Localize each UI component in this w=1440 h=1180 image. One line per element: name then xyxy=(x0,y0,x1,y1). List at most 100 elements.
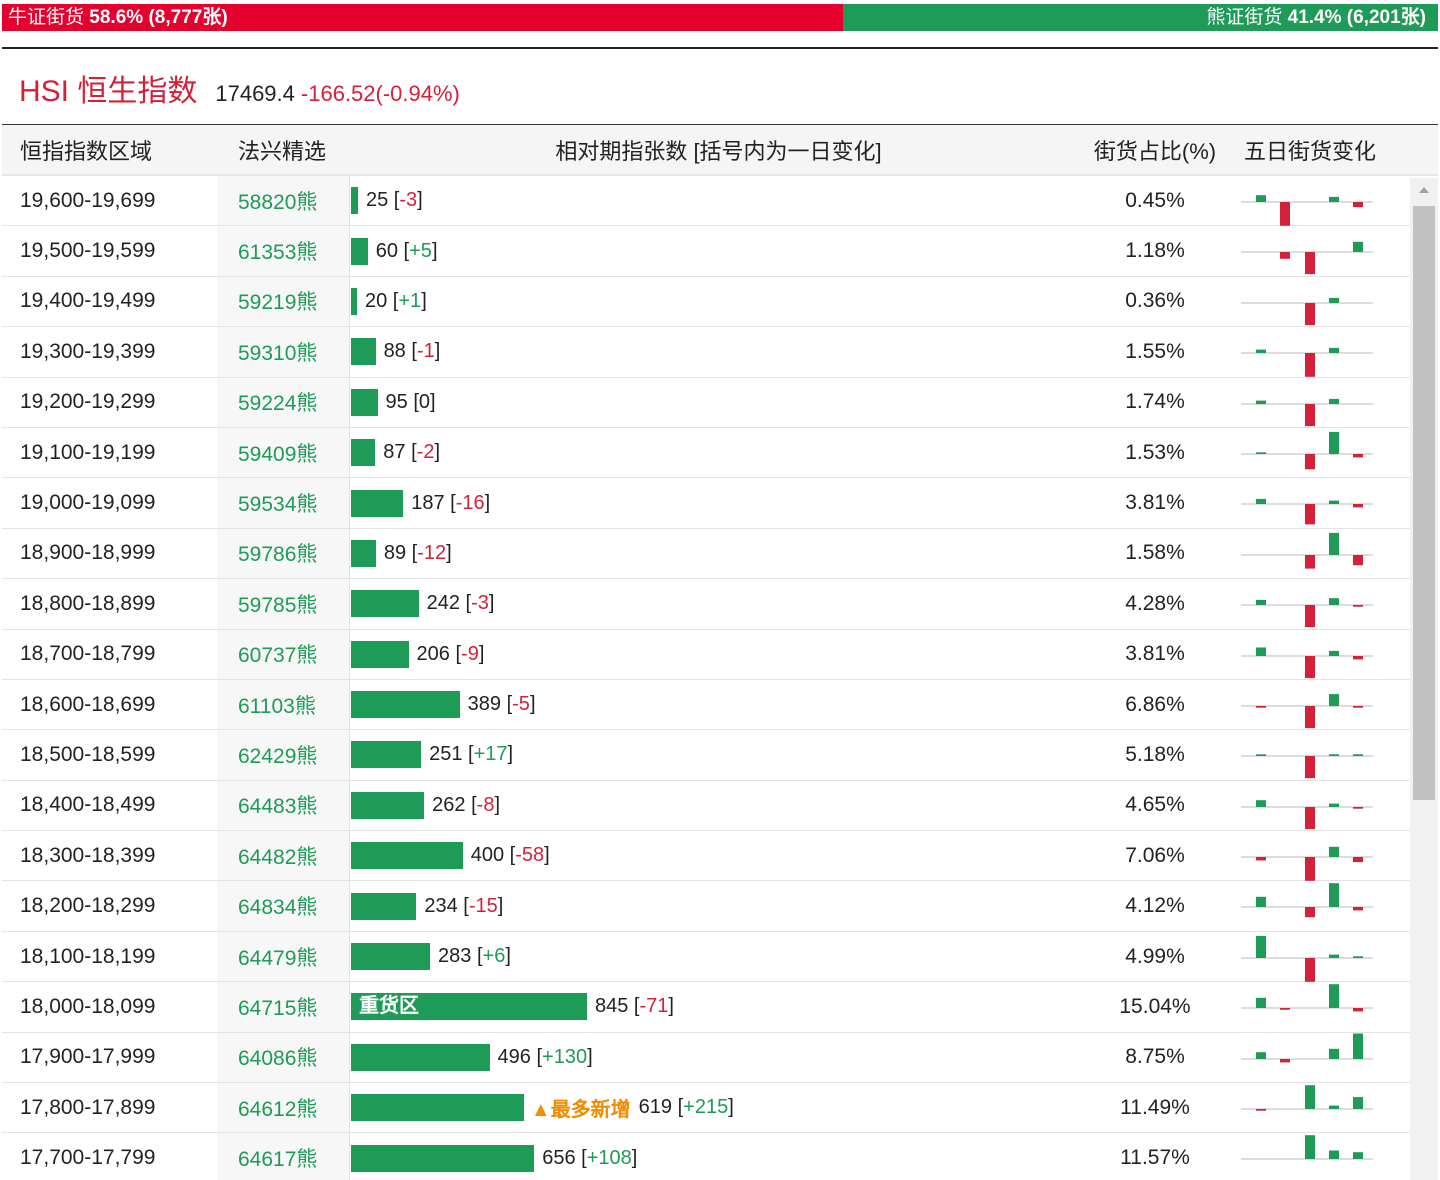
table-row[interactable]: 19,600-19,699 58820熊 25 [-3] 0.45% xyxy=(2,176,1438,227)
warrant-link[interactable]: 59785熊 xyxy=(217,579,350,629)
scrollbar[interactable] xyxy=(1410,178,1438,1180)
table-row[interactable]: 19,200-19,299 59224熊 95 [0] 1.74% xyxy=(2,377,1438,428)
range-cell: 19,100-19,199 xyxy=(20,440,156,464)
table-row[interactable]: 19,000-19,099 59534熊 187 [-16] 3.81% xyxy=(2,478,1438,529)
share-cell: 3.81% xyxy=(1125,491,1185,515)
change-bracket-close: ] xyxy=(431,239,438,262)
warrant-link[interactable]: 59786熊 xyxy=(217,528,350,579)
range-cell: 18,700-18,799 xyxy=(20,642,156,666)
table-row[interactable]: 19,300-19,399 59310熊 88 [-1] 1.55% xyxy=(2,327,1438,378)
scroll-thumb[interactable] xyxy=(1413,206,1435,800)
warrant-link[interactable]: 60737熊 xyxy=(217,629,350,679)
warrant-link[interactable]: 61353熊 xyxy=(217,226,350,276)
table-row[interactable]: 18,200-18,299 64834熊 234 [-15] 4.12% xyxy=(2,881,1438,932)
trend-bar xyxy=(1256,799,1266,807)
trend-bar xyxy=(1329,650,1339,656)
warrant-link[interactable]: 59310熊 xyxy=(217,327,350,377)
change-bracket-open: [ xyxy=(530,1045,543,1068)
count-bar xyxy=(351,489,404,517)
warrant-link[interactable]: 64086熊 xyxy=(217,1032,350,1083)
warrant-link[interactable]: 64617熊 xyxy=(217,1133,350,1180)
warrant-link[interactable]: 58820熊 xyxy=(217,176,350,226)
trend-bar xyxy=(1280,1008,1290,1010)
trend-cell xyxy=(1223,680,1393,729)
warrant-link[interactable]: 62429熊 xyxy=(217,730,350,780)
count-cell: 187 [-16] xyxy=(350,478,1087,527)
count-cell: 89 [-12] xyxy=(350,529,1087,578)
count-bar xyxy=(351,842,463,870)
warrant-link[interactable]: 64834熊 xyxy=(217,881,350,931)
day-change: +5 xyxy=(409,239,432,262)
warrant-link[interactable]: 64612熊 xyxy=(217,1083,350,1133)
change-bracket-close: ] xyxy=(505,945,511,968)
trend-bar xyxy=(1353,1152,1363,1160)
share-cell: 7.06% xyxy=(1125,843,1185,867)
table-row[interactable]: 18,100-18,199 64479熊 283 [+6] 4.99% xyxy=(2,931,1438,983)
table-body[interactable]: 19,600-19,699 58820熊 25 [-3] 0.45% 19,500-19… xyxy=(2,176,1438,1180)
table-row[interactable]: 17,900-17,999 64086熊 496 [+130] 8.75% xyxy=(2,1032,1438,1084)
table-row[interactable]: 17,700-17,799 64617熊 656 [+108] 11.57% xyxy=(2,1133,1438,1180)
trend-cell xyxy=(1223,1133,1393,1180)
bull-ratio-segment[interactable]: 牛证街货 58.6% (8,777张) xyxy=(2,4,844,31)
table-row[interactable]: 19,100-19,199 59409熊 87 [-2] 1.53% xyxy=(2,427,1438,479)
table-row[interactable]: 18,600-18,699 61103熊 389 [-5] 6.86% xyxy=(2,679,1438,731)
day-change: -5 xyxy=(512,693,530,716)
trend-bar xyxy=(1353,504,1363,508)
warrant-link[interactable]: 64483熊 xyxy=(217,780,350,831)
warrant-link[interactable]: 59219熊 xyxy=(217,276,350,327)
change-bracket-close: ] xyxy=(484,491,491,514)
table-row[interactable]: 18,500-18,599 62429熊 251 [+17] 5.18% xyxy=(2,730,1438,781)
trend-bar xyxy=(1256,1109,1266,1111)
warrant-link[interactable]: 64715熊 xyxy=(217,982,350,1032)
table-row[interactable]: 18,700-18,799 60737熊 206 [-9] 3.81% xyxy=(2,629,1438,680)
count-bar xyxy=(351,892,417,920)
warrant-link[interactable]: 59224熊 xyxy=(217,377,350,427)
trend-bar xyxy=(1353,705,1363,708)
table-row[interactable]: 19,400-19,499 59219熊 20 [+1] 0.36% xyxy=(2,276,1438,328)
count-cell: 262 [-8] xyxy=(350,781,1087,830)
range-cell: 18,900-18,999 xyxy=(20,541,156,565)
five-day-trend-chart xyxy=(1241,1135,1373,1160)
trend-cell xyxy=(1223,529,1393,578)
range-cell: 18,500-18,599 xyxy=(20,742,156,766)
count-text: 242 [-3] xyxy=(427,592,495,615)
trend-bar xyxy=(1305,453,1315,470)
day-change: -2 xyxy=(416,441,435,464)
trend-bar xyxy=(1305,252,1315,275)
warrant-link[interactable]: 64479熊 xyxy=(217,931,350,982)
warrant-link[interactable]: 64482熊 xyxy=(217,831,350,881)
table-row[interactable]: 18,800-18,899 59785熊 242 [-3] 4.28% xyxy=(2,579,1438,630)
table-row[interactable]: 18,900-18,999 59786熊 89 [-12] 1.58% xyxy=(2,528,1438,580)
trend-cell xyxy=(1223,327,1393,377)
table-row[interactable]: 18,000-18,099 64715熊 重货区 845 [-71] 15.04% xyxy=(2,982,1438,1033)
warrant-link[interactable]: 61103熊 xyxy=(217,679,350,730)
five-day-trend-chart xyxy=(1241,984,1373,1012)
trend-bar xyxy=(1353,956,1363,958)
table-row[interactable]: 18,400-18,499 64483熊 262 [-8] 4.65% xyxy=(2,780,1438,832)
five-day-trend-chart xyxy=(1241,935,1373,982)
trend-bar xyxy=(1329,984,1339,1009)
five-day-trend-chart xyxy=(1241,598,1373,628)
table-row[interactable]: 19,500-19,599 61353熊 60 [+5] 1.18% xyxy=(2,226,1438,277)
trend-bar xyxy=(1329,954,1339,958)
table-row[interactable]: 18,300-18,399 64482熊 400 [-58] 7.06% xyxy=(2,831,1438,882)
bull-label: 牛证街货 xyxy=(8,7,85,28)
count-value: 206 xyxy=(416,642,450,665)
trend-bar xyxy=(1256,705,1266,708)
index-name[interactable]: HSI 恒生指数 xyxy=(19,75,198,108)
count-value: 60 xyxy=(375,239,398,262)
scroll-up-arrow-icon[interactable] xyxy=(1410,178,1438,204)
header-warrant: 法兴精选 xyxy=(238,138,327,164)
trend-bar xyxy=(1353,806,1363,809)
bull-stat: 58.6% (8,777张) xyxy=(89,7,228,28)
range-cell: 19,500-19,599 xyxy=(20,239,156,263)
day-change: -3 xyxy=(471,592,489,615)
warrant-link[interactable]: 59409熊 xyxy=(217,427,350,478)
bear-ratio-segment[interactable]: 熊证街货 41.4% (6,201张) xyxy=(843,4,1438,31)
count-value: 656 xyxy=(542,1146,576,1169)
table-row[interactable]: 17,800-17,899 64612熊 ▲最多新增 619 [+215] 11.49% xyxy=(2,1083,1438,1134)
count-value: 234 xyxy=(424,894,458,917)
count-value: 89 xyxy=(383,541,407,564)
warrant-link[interactable]: 59534熊 xyxy=(217,478,350,528)
change-bracket-open: [ xyxy=(405,441,417,464)
